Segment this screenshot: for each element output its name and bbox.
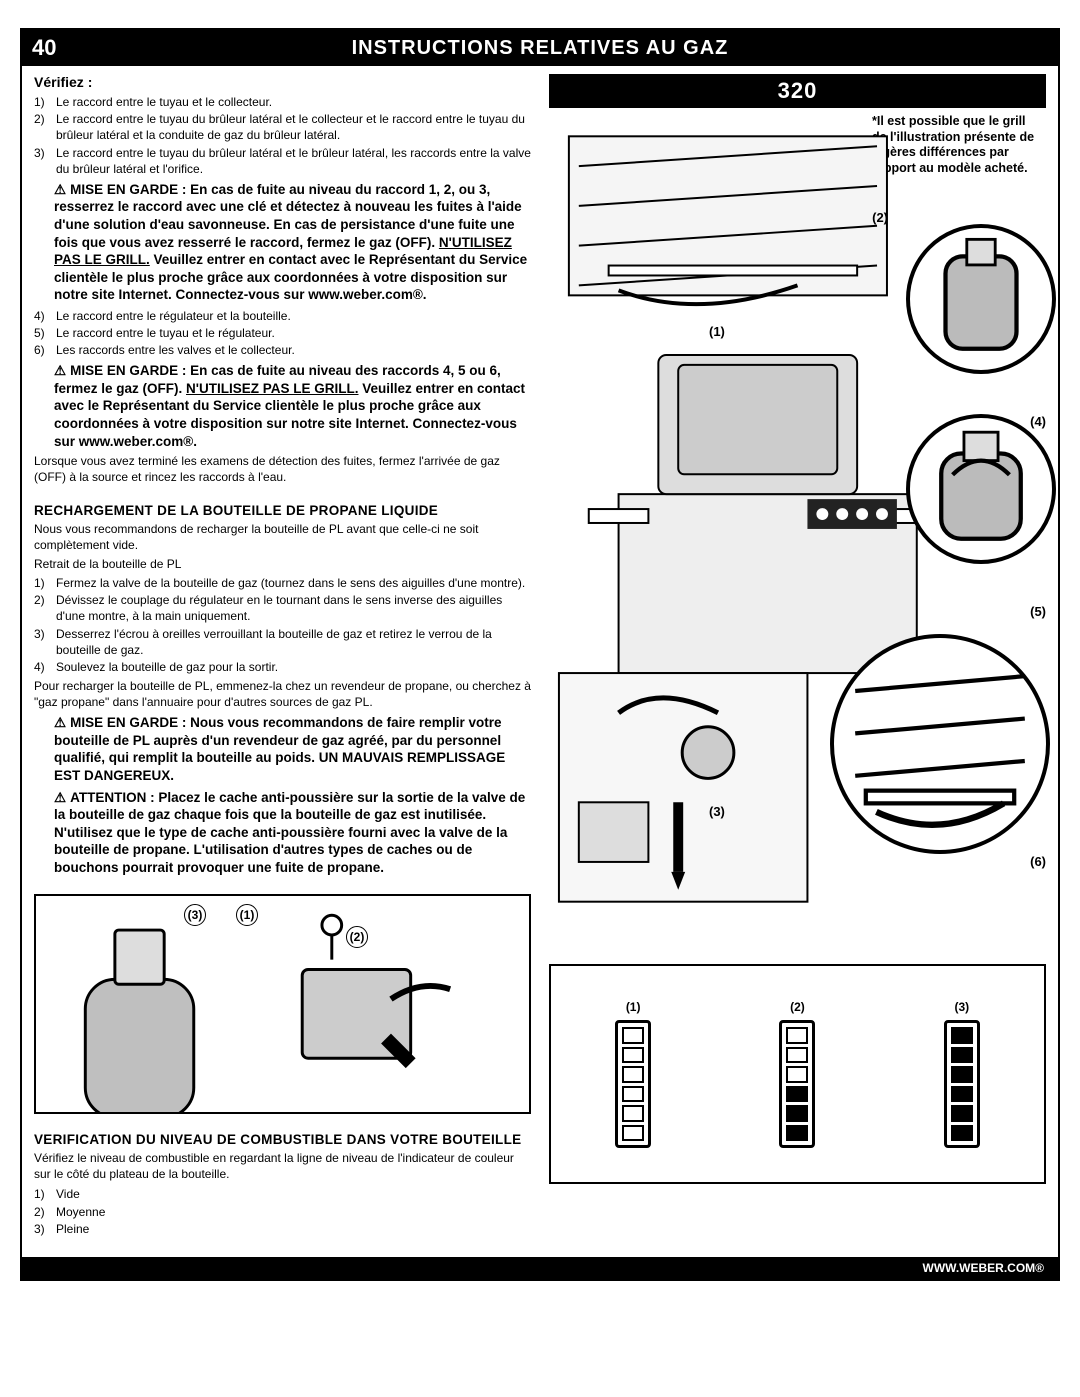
list-item: Desserrez l'écrou à oreilles verrouillan… — [56, 626, 531, 658]
detail-circle-5 — [906, 414, 1056, 564]
manual-page: 40 INSTRUCTIONS RELATIVES AU GAZ Vérifie… — [20, 28, 1060, 1281]
detail-circle-6 — [830, 634, 1050, 854]
fuel-level-list: 1)Vide 2)Moyenne 3)Pleine — [34, 1186, 531, 1237]
gauge-full — [944, 1020, 980, 1148]
content-columns: Vérifiez : 1)Le raccord entre le tuyau e… — [22, 66, 1058, 1247]
gauge-1: (1) — [615, 1000, 651, 1148]
gauge-2: (2) — [779, 1000, 815, 1148]
callout-3: (3) — [709, 804, 725, 819]
verify-heading: Vérifiez : — [34, 74, 531, 90]
page-title: INSTRUCTIONS RELATIVES AU GAZ — [22, 37, 1058, 60]
list-item: Le raccord entre le régulateur et la bou… — [56, 308, 291, 324]
warning-icon: ⚠ — [54, 790, 66, 805]
callout-5: (5) — [1030, 604, 1046, 619]
tank-diagram-svg — [36, 896, 529, 1112]
callout-2: (2) — [872, 210, 888, 225]
callout-6: (6) — [1030, 854, 1046, 869]
main-diagram: *Il est possible que le grill de l'illus… — [549, 114, 1046, 924]
recharge-steps: 1)Fermez la valve de la bouteille de gaz… — [34, 575, 531, 675]
left-column: Vérifiez : 1)Le raccord entre le tuyau e… — [34, 74, 531, 1247]
list-item: Le raccord entre le tuyau du brûleur lat… — [56, 111, 531, 143]
warning-icon: ⚠ — [54, 715, 66, 730]
list-item: Le raccord entre le tuyau et le régulate… — [56, 325, 275, 341]
recharge-outro: Pour recharger la bouteille de PL, emmen… — [34, 679, 531, 710]
list-item: Vide — [56, 1186, 80, 1202]
verify-list-b: 4)Le raccord entre le régulateur et la b… — [34, 308, 531, 359]
list-item: Le raccord entre le tuyau du brûleur lat… — [56, 145, 531, 177]
list-item: Pleine — [56, 1221, 89, 1237]
fuel-gauge-frame: (1) (2) (3) — [549, 964, 1046, 1184]
right-column: 320 *Il est possible que le grill de l'i… — [549, 74, 1046, 1247]
callout-1: (1) — [709, 324, 725, 339]
header-bar: 40 INSTRUCTIONS RELATIVES AU GAZ — [22, 30, 1058, 66]
warning-recharge-2: ⚠ATTENTION : Placez le cache anti-poussi… — [54, 789, 531, 877]
fuel-check-title: VERIFICATION DU NIVEAU DE COMBUSTIBLE DA… — [34, 1132, 531, 1147]
callout-4: (4) — [1030, 414, 1046, 429]
warning-recharge-1: ⚠MISE EN GARDE : Nous vous recommandons … — [54, 714, 531, 784]
recharge-sub: Retrait de la bouteille de PL — [34, 557, 531, 573]
model-badge: 320 — [549, 74, 1046, 108]
gauge-empty — [615, 1020, 651, 1148]
verify-list-a: 1)Le raccord entre le tuyau et le collec… — [34, 94, 531, 177]
detail-circle-4 — [906, 224, 1056, 374]
list-item: Le raccord entre le tuyau et le collecte… — [56, 94, 272, 110]
list-item: Dévissez le couplage du régulateur en le… — [56, 592, 531, 624]
gauge-3: (3) — [944, 1000, 980, 1148]
gauge-medium — [779, 1020, 815, 1148]
closing-text: Lorsque vous avez terminé les examens de… — [34, 454, 531, 485]
fuel-check-body: Vérifiez le niveau de combustible en reg… — [34, 1151, 531, 1182]
warning-icon: ⚠ — [54, 182, 66, 197]
list-item: Les raccords entre les valves et le coll… — [56, 342, 295, 358]
list-item: Soulevez la bouteille de gaz pour la sor… — [56, 659, 278, 675]
warning-a: ⚠MISE EN GARDE : En cas de fuite au nive… — [54, 181, 531, 304]
warning-b: ⚠MISE EN GARDE : En cas de fuite au nive… — [54, 362, 531, 450]
warning-icon: ⚠ — [54, 363, 66, 378]
footer-bar: WWW.WEBER.COM® — [22, 1257, 1058, 1279]
recharge-intro: Nous vous recommandons de recharger la b… — [34, 522, 531, 553]
tank-diagram-frame: (3) (1) (2) — [34, 894, 531, 1114]
list-item: Moyenne — [56, 1204, 105, 1220]
recharge-title: RECHARGEMENT DE LA BOUTEILLE DE PROPANE … — [34, 503, 531, 518]
list-item: Fermez la valve de la bouteille de gaz (… — [56, 575, 525, 591]
